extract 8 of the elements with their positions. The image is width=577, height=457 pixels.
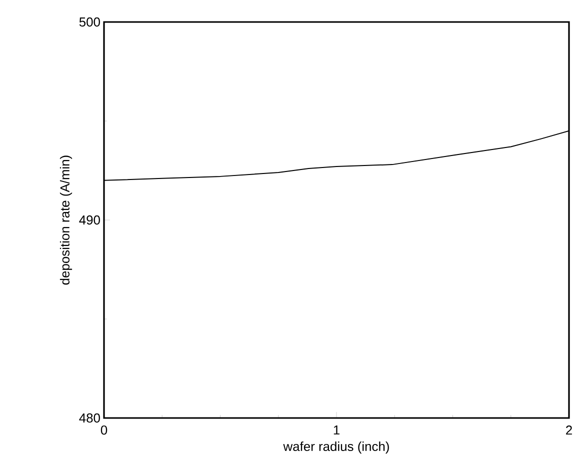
y-tick-label: 490 xyxy=(79,215,100,225)
x-tick-label: 0 xyxy=(100,426,108,435)
x-axis-title: wafer radius (inch) xyxy=(283,442,389,454)
y-tick-label: 480 xyxy=(79,413,100,423)
x-tick-label: 1 xyxy=(334,426,340,434)
x-tick-label: 2 xyxy=(566,426,572,435)
y-tick-label: 500 xyxy=(79,17,100,27)
y-axis-title: deposition rate (A/min) xyxy=(60,156,72,285)
